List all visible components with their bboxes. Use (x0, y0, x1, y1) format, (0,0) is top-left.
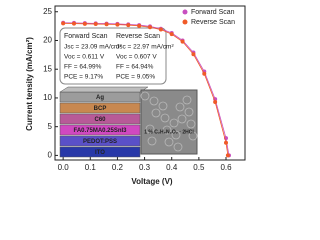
parameter-line: Voc = 0.607 V (116, 54, 157, 61)
x-tick-label: 0.6 (220, 163, 232, 172)
sem-grain (164, 137, 174, 147)
x-tick-label: 0.5 (193, 163, 205, 172)
x-tick-label: 0.0 (58, 163, 70, 172)
sem-grain (145, 124, 155, 134)
x-tick-label: 0.2 (112, 163, 124, 172)
sem-grain (182, 95, 192, 105)
data-point (61, 21, 66, 26)
data-point (169, 32, 174, 37)
sem-grain (173, 142, 183, 152)
legend-marker (182, 19, 188, 25)
parameter-line: Jsc = 23.09 mA/cm² (64, 44, 122, 51)
sem-grain (188, 131, 198, 141)
parameter-title: Forward Scan (64, 33, 108, 40)
data-point (115, 22, 120, 27)
sem-grain (147, 136, 157, 146)
parameter-line: Voc = 0.611 V (64, 54, 105, 61)
sem-grain (186, 119, 196, 129)
device-layer (59, 113, 141, 125)
sem-grain (177, 114, 187, 124)
sem-grain (158, 101, 168, 111)
x-tick-label: 0.4 (166, 163, 178, 172)
y-axis-label: Current tensity (mA/cm²) (25, 37, 34, 131)
device-layer-label: C60 (94, 117, 106, 123)
sem-grain (171, 130, 181, 140)
y-tick-label: 20 (43, 36, 52, 45)
data-point (202, 71, 207, 76)
parameter-title: Reverse Scan (116, 33, 160, 40)
y-tick-label: 25 (43, 7, 52, 16)
sem-label: 1 % C₂H₈N₂O₂ · 2HCl (144, 129, 194, 135)
parameter-line: Jsc = 22.97 mA/cm² (116, 44, 174, 51)
data-point (82, 21, 87, 26)
y-tick-label: 5 (48, 122, 53, 131)
parameter-line: FF = 64.94% (116, 64, 154, 71)
data-point (72, 21, 76, 26)
x-tick-label: 0.1 (85, 163, 97, 172)
device-layer-label: ITO (95, 150, 105, 156)
data-point (126, 23, 131, 28)
sem-grain (151, 108, 161, 118)
device-layer (59, 102, 141, 114)
sem-grain (140, 91, 150, 101)
legend-label: Reverse Scan (191, 19, 235, 26)
device-layer-label: PEDOT:PSS (83, 139, 117, 145)
y-tick-label: 15 (43, 64, 52, 73)
device-layer-label: FA0.75MA0.25SnI3 (73, 128, 127, 134)
sem-grain (169, 118, 179, 128)
device-top (59, 86, 149, 93)
parameter-line: PCE = 9.05% (116, 74, 155, 81)
data-point (104, 22, 109, 27)
legend-marker (182, 9, 188, 15)
data-point (158, 27, 163, 32)
sem-grain (184, 107, 194, 117)
data-point (225, 153, 230, 158)
data-point (93, 22, 98, 27)
x-tick-label: 0.3 (139, 163, 151, 172)
chart: Voltage (V) Current tensity (mA/cm²) 0.0… (25, 5, 246, 187)
device-layer (59, 146, 141, 158)
device-layer (59, 135, 141, 147)
data-point (213, 99, 218, 104)
sem-grain (162, 125, 172, 135)
plot-frame (54, 5, 246, 161)
device-layer-label: BCP (94, 106, 107, 112)
parameter-line: PCE = 9.17% (64, 74, 103, 81)
data-point (180, 39, 185, 44)
sem-grain (149, 96, 159, 106)
x-axis-label: Voltage (V) (131, 177, 173, 186)
y-tick-label: 0 (48, 151, 53, 160)
sem-grain (160, 113, 170, 123)
data-point (137, 23, 142, 28)
data-point (148, 25, 152, 30)
y-tick-label: 10 (43, 93, 52, 102)
sem-grain (175, 102, 185, 112)
device-layer (59, 124, 141, 136)
legend-label: Forward Scan (191, 9, 235, 16)
parameter-line: FF = 64.99% (64, 64, 102, 71)
data-point (224, 140, 228, 145)
parameter-box (59, 27, 167, 85)
device-layer-label: Ag (96, 95, 104, 101)
data-point (191, 52, 196, 57)
